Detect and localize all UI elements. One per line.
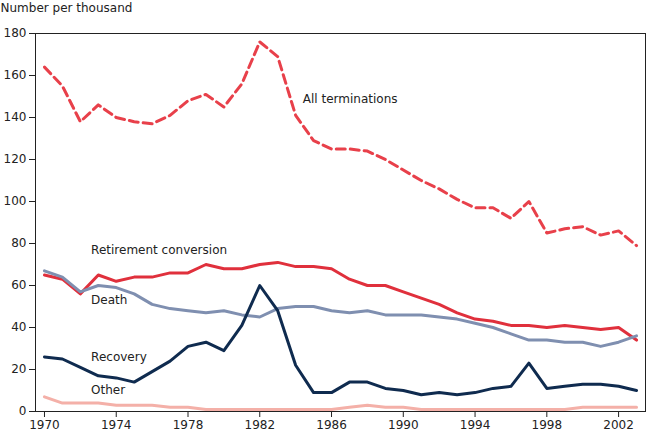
svg-text:1982: 1982 <box>244 418 275 432</box>
svg-text:1974: 1974 <box>101 418 132 432</box>
svg-text:2002: 2002 <box>603 418 634 432</box>
svg-text:All terminations: All terminations <box>303 92 398 106</box>
svg-text:Other: Other <box>91 383 125 397</box>
svg-text:1998: 1998 <box>532 418 563 432</box>
svg-text:1986: 1986 <box>316 418 347 432</box>
svg-text:140: 140 <box>4 110 27 124</box>
svg-text:1970: 1970 <box>29 418 60 432</box>
svg-text:20: 20 <box>11 362 26 376</box>
svg-text:120: 120 <box>4 152 27 166</box>
svg-text:60: 60 <box>11 278 26 292</box>
svg-text:160: 160 <box>4 68 27 82</box>
svg-text:0: 0 <box>19 404 27 418</box>
svg-text:1994: 1994 <box>460 418 491 432</box>
svg-text:180: 180 <box>4 26 27 40</box>
svg-text:Number per thousand: Number per thousand <box>1 1 133 15</box>
svg-text:Recovery: Recovery <box>91 350 147 364</box>
svg-text:1990: 1990 <box>388 418 419 432</box>
svg-text:1978: 1978 <box>173 418 204 432</box>
svg-text:100: 100 <box>4 194 27 208</box>
svg-text:40: 40 <box>11 320 26 334</box>
svg-text:Death: Death <box>91 293 127 307</box>
svg-text:80: 80 <box>11 236 26 250</box>
svg-text:Retirement conversion: Retirement conversion <box>91 243 227 257</box>
